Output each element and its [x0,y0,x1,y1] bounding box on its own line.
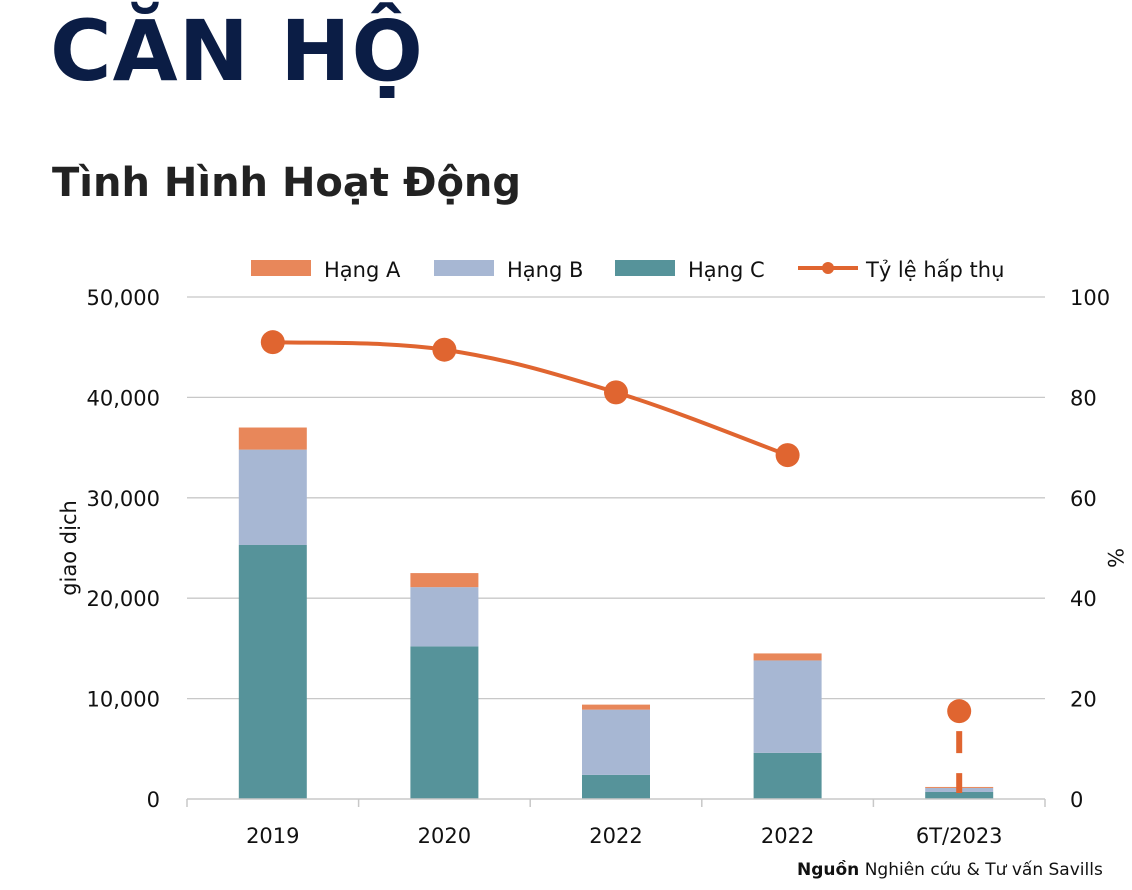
line-point [604,380,628,405]
x-tick-label: 2020 [418,824,471,848]
x-tick-label: 2019 [246,824,299,848]
bar-hạng-b [410,587,479,647]
y2-axis-label: % [1103,548,1127,568]
y-axis-label: giao dịch [57,500,81,596]
bar-hạng-a [238,427,307,450]
source-note: Nguồn Nghiên cứu & Tư vấn Savills [797,860,1103,880]
bar-hạng-a [582,704,650,710]
x-tick-label: 6T/2023 [916,824,1003,848]
y-tick-label: 20,000 [87,587,160,611]
legend-swatch [251,260,311,276]
y2-tick-label: 20 [1070,688,1097,712]
source-label: Nguồn [797,860,860,880]
bar-hạng-c [238,544,307,799]
bar-hạng-c [410,646,479,799]
line-series [272,340,789,458]
chart-subtitle: Tình Hình Hoạt Động [52,160,522,206]
y-tick-label: 30,000 [87,487,160,511]
y-tick-label: 0 [147,788,160,812]
y-tick-label: 10,000 [87,688,160,712]
y2-tick-label: 100 [1070,286,1110,310]
x-tick-label: 2022 [761,824,814,848]
bar-hạng-a [410,573,479,588]
legend-label: Hạng A [324,258,401,282]
y2-tick-label: 60 [1070,487,1097,511]
bar-hạng-b [238,449,307,545]
bar-hạng-b [753,660,822,753]
bar-hạng-c [925,791,994,799]
bar-hạng-c [582,774,650,799]
y2-tick-label: 80 [1070,386,1097,410]
bar-hạng-c [753,752,822,799]
line-point [947,699,972,724]
source-text: Nghiên cứu & Tư vấn Savills [864,860,1103,880]
legend-line-marker [822,262,834,274]
bar-hạng-a [753,653,822,661]
y-tick-label: 40,000 [87,386,160,410]
y-tick-label: 50,000 [87,286,160,310]
legend-label: Tỷ lệ hấp thụ [865,258,1004,282]
line-point [775,443,800,468]
line-point [432,337,457,362]
bar-hạng-b [582,709,650,775]
line-point [260,330,285,355]
legend-swatch [434,260,494,276]
legend-label: Hạng B [507,258,583,282]
x-tick-label: 2022 [589,824,642,848]
legend-label: Hạng C [688,258,765,282]
page-title: CĂN HỘ [50,2,424,100]
legend-swatch [615,260,675,276]
y2-tick-label: 40 [1070,587,1097,611]
y2-tick-label: 0 [1070,788,1083,812]
